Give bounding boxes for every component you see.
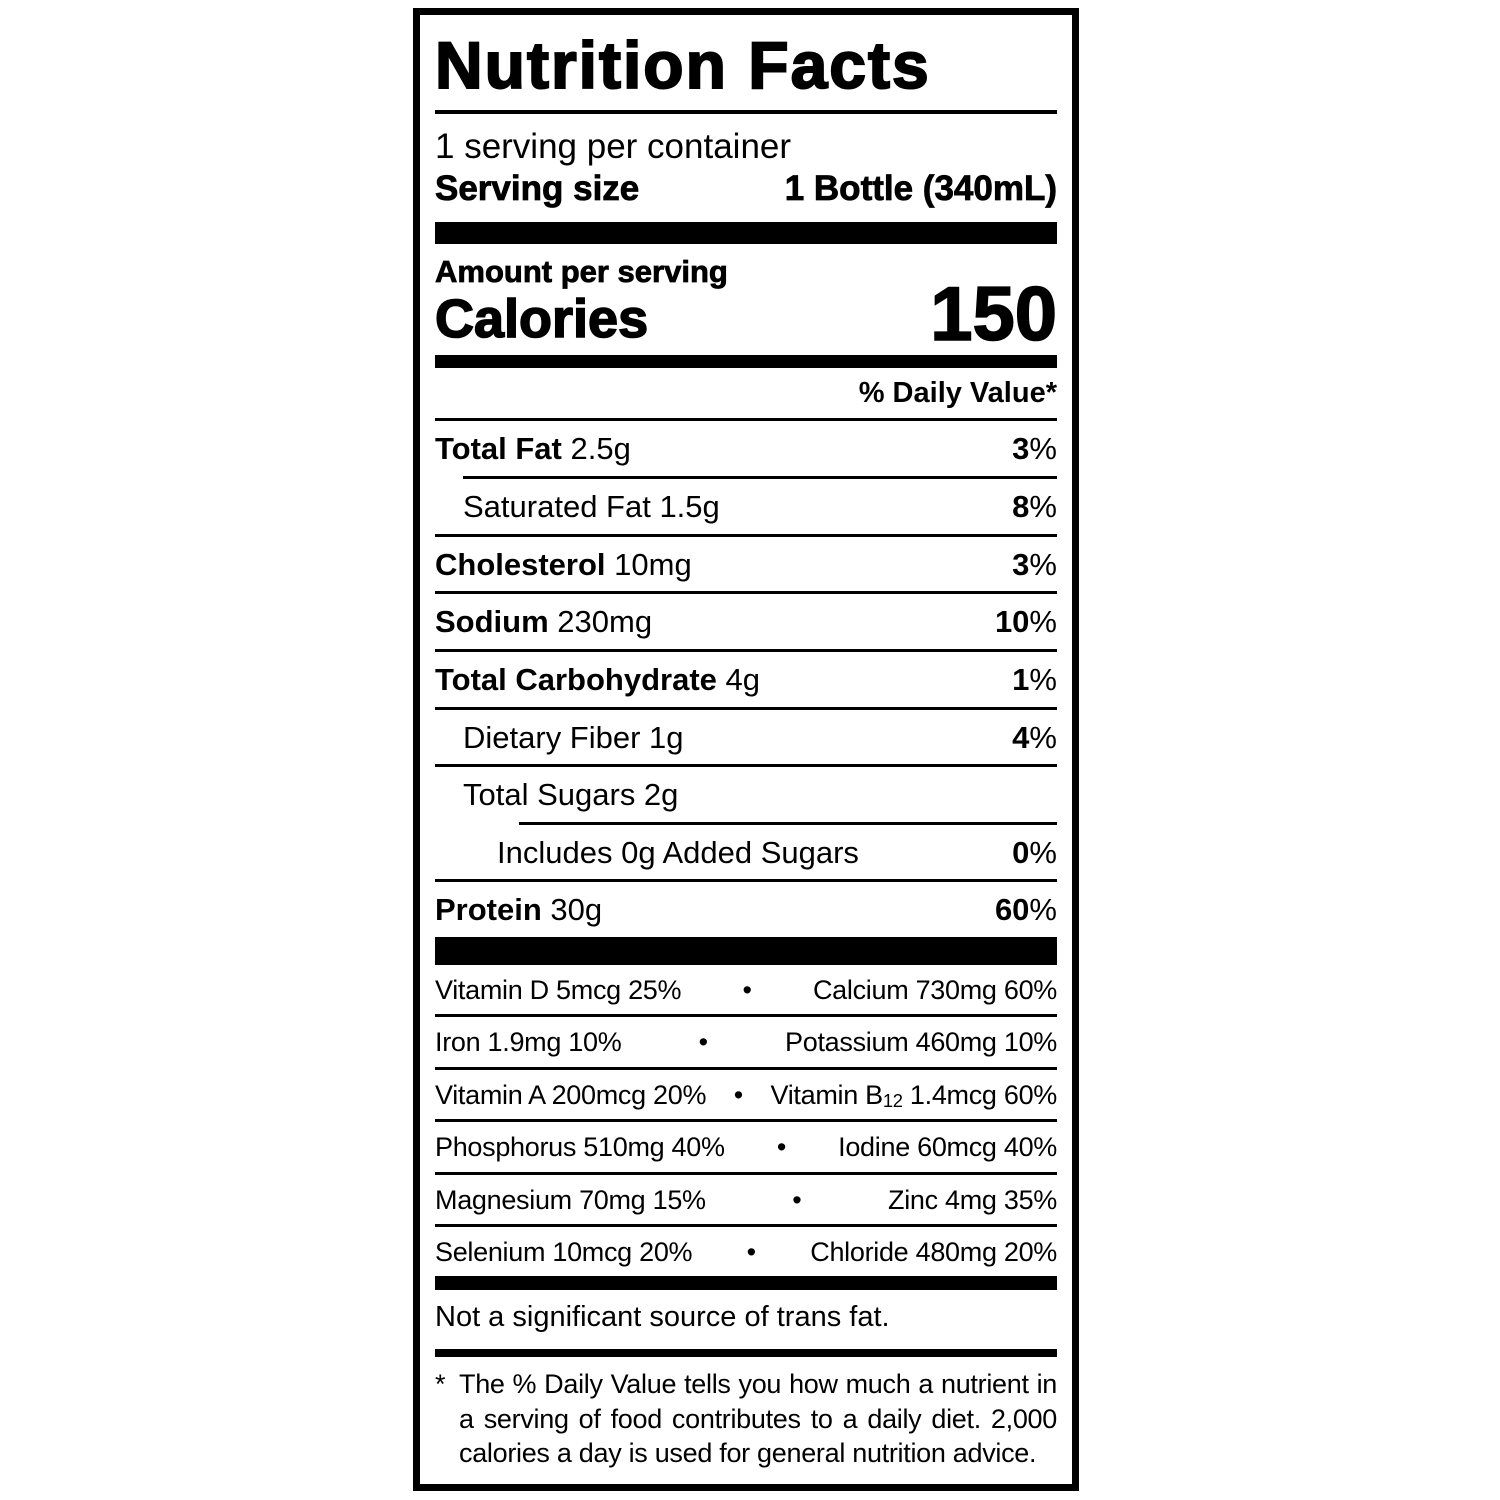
percent-sign: % (1029, 834, 1057, 870)
micronutrient-right: Zinc 4mg 35% (888, 1184, 1057, 1215)
calories-value: 150 (929, 272, 1057, 358)
nutrient-amount: Dietary Fiber 1g (463, 719, 684, 755)
rule (435, 764, 1057, 768)
nutrient-row-total-sugars: Total Sugars 2g (435, 767, 1057, 822)
nutrient-row-added-sugars: Includes 0g Added Sugars 0% (435, 825, 1057, 880)
separator-bar-top (435, 222, 1057, 245)
micronutrient-left: Vitamin D 5mcg 25% (435, 975, 682, 1006)
micronutrient-row: Vitamin D 5mcg 25% • Calcium 730mg 60% (435, 965, 1057, 1014)
nutrient-dv: 3% (1012, 546, 1057, 582)
percent-sign: % (1029, 546, 1057, 582)
separator-bar-calories (435, 355, 1057, 369)
nutrient-row-total-fat: Total Fat 2.5g 3% (435, 421, 1057, 476)
footnote-asterisk: * (435, 1369, 446, 1400)
percent-sign: % (1029, 892, 1057, 928)
trans-fat-note: Not a significant source of trans fat. (435, 1301, 890, 1334)
percent-sign: % (1029, 488, 1057, 524)
nutrient-amount: 4g (725, 661, 761, 697)
footnote-text: The % Daily Value tells you how much a n… (459, 1369, 1057, 1469)
rule-indented (463, 475, 1057, 479)
nutrient-row-sodium: Sodium 230mg 10% (435, 594, 1057, 649)
nutrient-dv: 0% (1012, 834, 1057, 870)
nutrient-name: Cholesterol (435, 546, 606, 582)
daily-value-header: % Daily Value* (858, 377, 1057, 410)
bullet-separator: • (746, 1237, 756, 1268)
micronutrient-right: Potassium 460mg 10% (785, 1027, 1057, 1058)
bullet-separator: • (698, 1027, 708, 1058)
micronutrients-section: Vitamin D 5mcg 25% • Calcium 730mg 60% I… (435, 965, 1057, 1276)
micronutrient-left: Selenium 10mcg 20% (435, 1237, 693, 1268)
micronutrient-right: Iodine 60mcg 40% (838, 1132, 1057, 1163)
nutrient-name: Protein (435, 892, 542, 928)
nutrient-row-total-carbohydrate: Total Carbohydrate 4g 1% (435, 652, 1057, 707)
rule (435, 648, 1057, 652)
micronutrient-left: Magnesium 70mg 15% (435, 1184, 706, 1215)
micronutrient-row: Magnesium 70mg 15% • Zinc 4mg 35% (435, 1171, 1057, 1224)
nutrient-amount: Includes 0g Added Sugars (497, 834, 859, 870)
nutrient-amount: 30g (550, 892, 603, 928)
nutrient-amount: 2.5g (570, 431, 631, 467)
nutrient-row-saturated-fat: Saturated Fat 1.5g 8% (435, 479, 1057, 534)
separator-bar-micronutrients-bottom (435, 1276, 1057, 1291)
servings-per-container: 1 serving per container (435, 127, 792, 167)
micronutrient-left: Phosphorus 510mg 40% (435, 1132, 725, 1163)
nutrient-dv: 8% (1012, 488, 1057, 524)
micronutrient-left: Iron 1.9mg 10% (435, 1027, 622, 1058)
label-title: Nutrition Facts (434, 28, 931, 102)
nutrition-facts-label: Nutrition Facts 1 serving per container … (413, 8, 1079, 1491)
nutrient-dv: 3% (1012, 431, 1057, 467)
nutrient-amount: Total Sugars 2g (463, 777, 679, 813)
rule (435, 706, 1057, 710)
footnote: * The % Daily Value tells you how much a… (435, 1357, 1057, 1471)
rule (435, 418, 1057, 422)
nutrient-name: Total Fat (435, 431, 562, 467)
rule (435, 591, 1057, 595)
nutrient-name: Sodium (435, 604, 549, 640)
title-rule (435, 110, 1057, 115)
micronutrient-right: Calcium 730mg 60% (812, 975, 1057, 1006)
nutrient-amount: 230mg (557, 604, 653, 640)
nutrient-dv: 10% (994, 604, 1057, 640)
separator-bar-vitamins (435, 937, 1057, 966)
micronutrient-row: Phosphorus 510mg 40% • Iodine 60mcg 40% (435, 1119, 1057, 1171)
rule (435, 879, 1057, 883)
micronutrient-row: Vitamin A 200mcg 20% • Vitamin B12 1.4mc… (435, 1066, 1058, 1119)
calories-block: Amount per serving Calories 150 (434, 244, 1058, 358)
bullet-separator: • (792, 1184, 802, 1215)
amount-per-serving: Amount per serving (435, 254, 729, 290)
footnote-rule (435, 1349, 1057, 1358)
micronutrient-right: Chloride 480mg 20% (810, 1237, 1057, 1268)
nutrient-dv: 4% (1012, 719, 1057, 755)
percent-sign: % (1029, 719, 1057, 755)
b12-subscript: 12 (882, 1090, 903, 1112)
serving-size-row: Serving size 1 Bottle (340mL) (435, 168, 1058, 210)
nutrient-dv: 60% (994, 892, 1057, 928)
micronutrient-row: Iron 1.9mg 10% • Potassium 460mg 10% (435, 1014, 1057, 1066)
percent-sign: % (1029, 661, 1057, 697)
nutrient-row-cholesterol: Cholesterol 10mg 3% (435, 537, 1057, 592)
nutrient-amount: Saturated Fat 1.5g (463, 488, 720, 524)
bullet-separator: • (776, 1132, 786, 1163)
bullet-separator: • (742, 975, 752, 1006)
nutrient-dv: 1% (1012, 661, 1057, 697)
rule (435, 533, 1057, 537)
nutrient-row-dietary-fiber: Dietary Fiber 1g 4% (435, 710, 1057, 765)
nutrient-name: Total Carbohydrate (435, 661, 717, 697)
percent-sign: % (1029, 604, 1057, 640)
calories-label: Calories (434, 288, 649, 349)
percent-sign: % (1029, 431, 1057, 467)
bullet-separator: • (733, 1079, 743, 1110)
micronutrient-row: Selenium 10mcg 20% • Chloride 480mg 20% (435, 1224, 1057, 1276)
micronutrient-left: Vitamin A 200mcg 20% (435, 1079, 707, 1110)
serving-size-label: Serving size (435, 169, 640, 209)
serving-size-value: 1 Bottle (340mL) (784, 169, 1057, 209)
micronutrient-right: Vitamin B12 1.4mcg 60% (770, 1079, 1058, 1112)
nutrient-row-protein: Protein 30g 60% (435, 882, 1057, 937)
nutrient-amount: 10mg (614, 546, 692, 582)
rule-indented (519, 821, 1057, 825)
